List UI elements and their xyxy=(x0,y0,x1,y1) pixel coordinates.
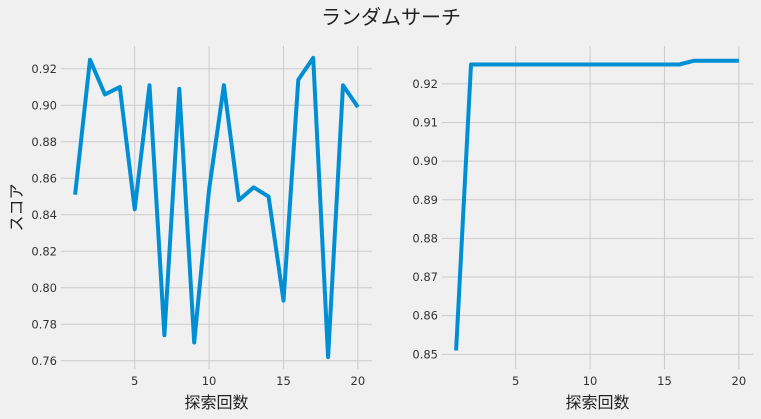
y-tick-label: 0.76 xyxy=(31,354,57,368)
left-panel-score: 0.76 0.78 0.80 0.82 0.84 0.86 0.88 0.90 0.92 5 10 1… xyxy=(7,46,372,412)
series-line xyxy=(73,55,360,360)
x-tick-label: 15 xyxy=(276,374,291,388)
right-panel-best-score: 0.85 0.86 0.87 0.88 0.89 0.90 0.91 0.92 5 10 15 20 探… xyxy=(412,46,753,412)
y-tick-label: 0.88 xyxy=(31,135,57,149)
y-tick-label: 0.80 xyxy=(31,281,57,295)
x-tick-label: 10 xyxy=(202,374,217,388)
x-axis-label: 探索回数 xyxy=(565,393,629,412)
y-tick-label: 0.91 xyxy=(412,116,438,130)
y-tick-label: 0.82 xyxy=(31,244,57,258)
y-tick-label: 0.78 xyxy=(31,317,57,331)
y-tick-label: 0.92 xyxy=(412,77,438,91)
y-tick-label: 0.90 xyxy=(31,98,57,112)
y-tick-label: 0.86 xyxy=(412,309,438,323)
x-tick-label: 20 xyxy=(732,374,747,388)
y-tick-label: 0.89 xyxy=(412,193,438,207)
y-tick-label: 0.85 xyxy=(412,347,438,361)
y-tick-label: 0.84 xyxy=(31,208,57,222)
y-tick-label: 0.92 xyxy=(31,62,57,76)
x-tick-label: 15 xyxy=(657,374,672,388)
y-tick-label: 0.87 xyxy=(412,270,438,284)
x-tick-label: 5 xyxy=(512,374,519,388)
y-tick-label: 0.90 xyxy=(412,154,438,168)
x-axis-label: 探索回数 xyxy=(184,393,248,412)
figure-title: ランダムサーチ xyxy=(321,5,461,29)
series-line xyxy=(454,58,739,351)
y-tick-label: 0.88 xyxy=(412,231,438,245)
x-tick-label: 10 xyxy=(583,374,598,388)
y-axis-label: スコア xyxy=(7,183,26,231)
x-tick-label: 5 xyxy=(131,374,138,388)
y-tick-label: 0.86 xyxy=(31,171,57,185)
x-tick-label: 20 xyxy=(351,374,366,388)
